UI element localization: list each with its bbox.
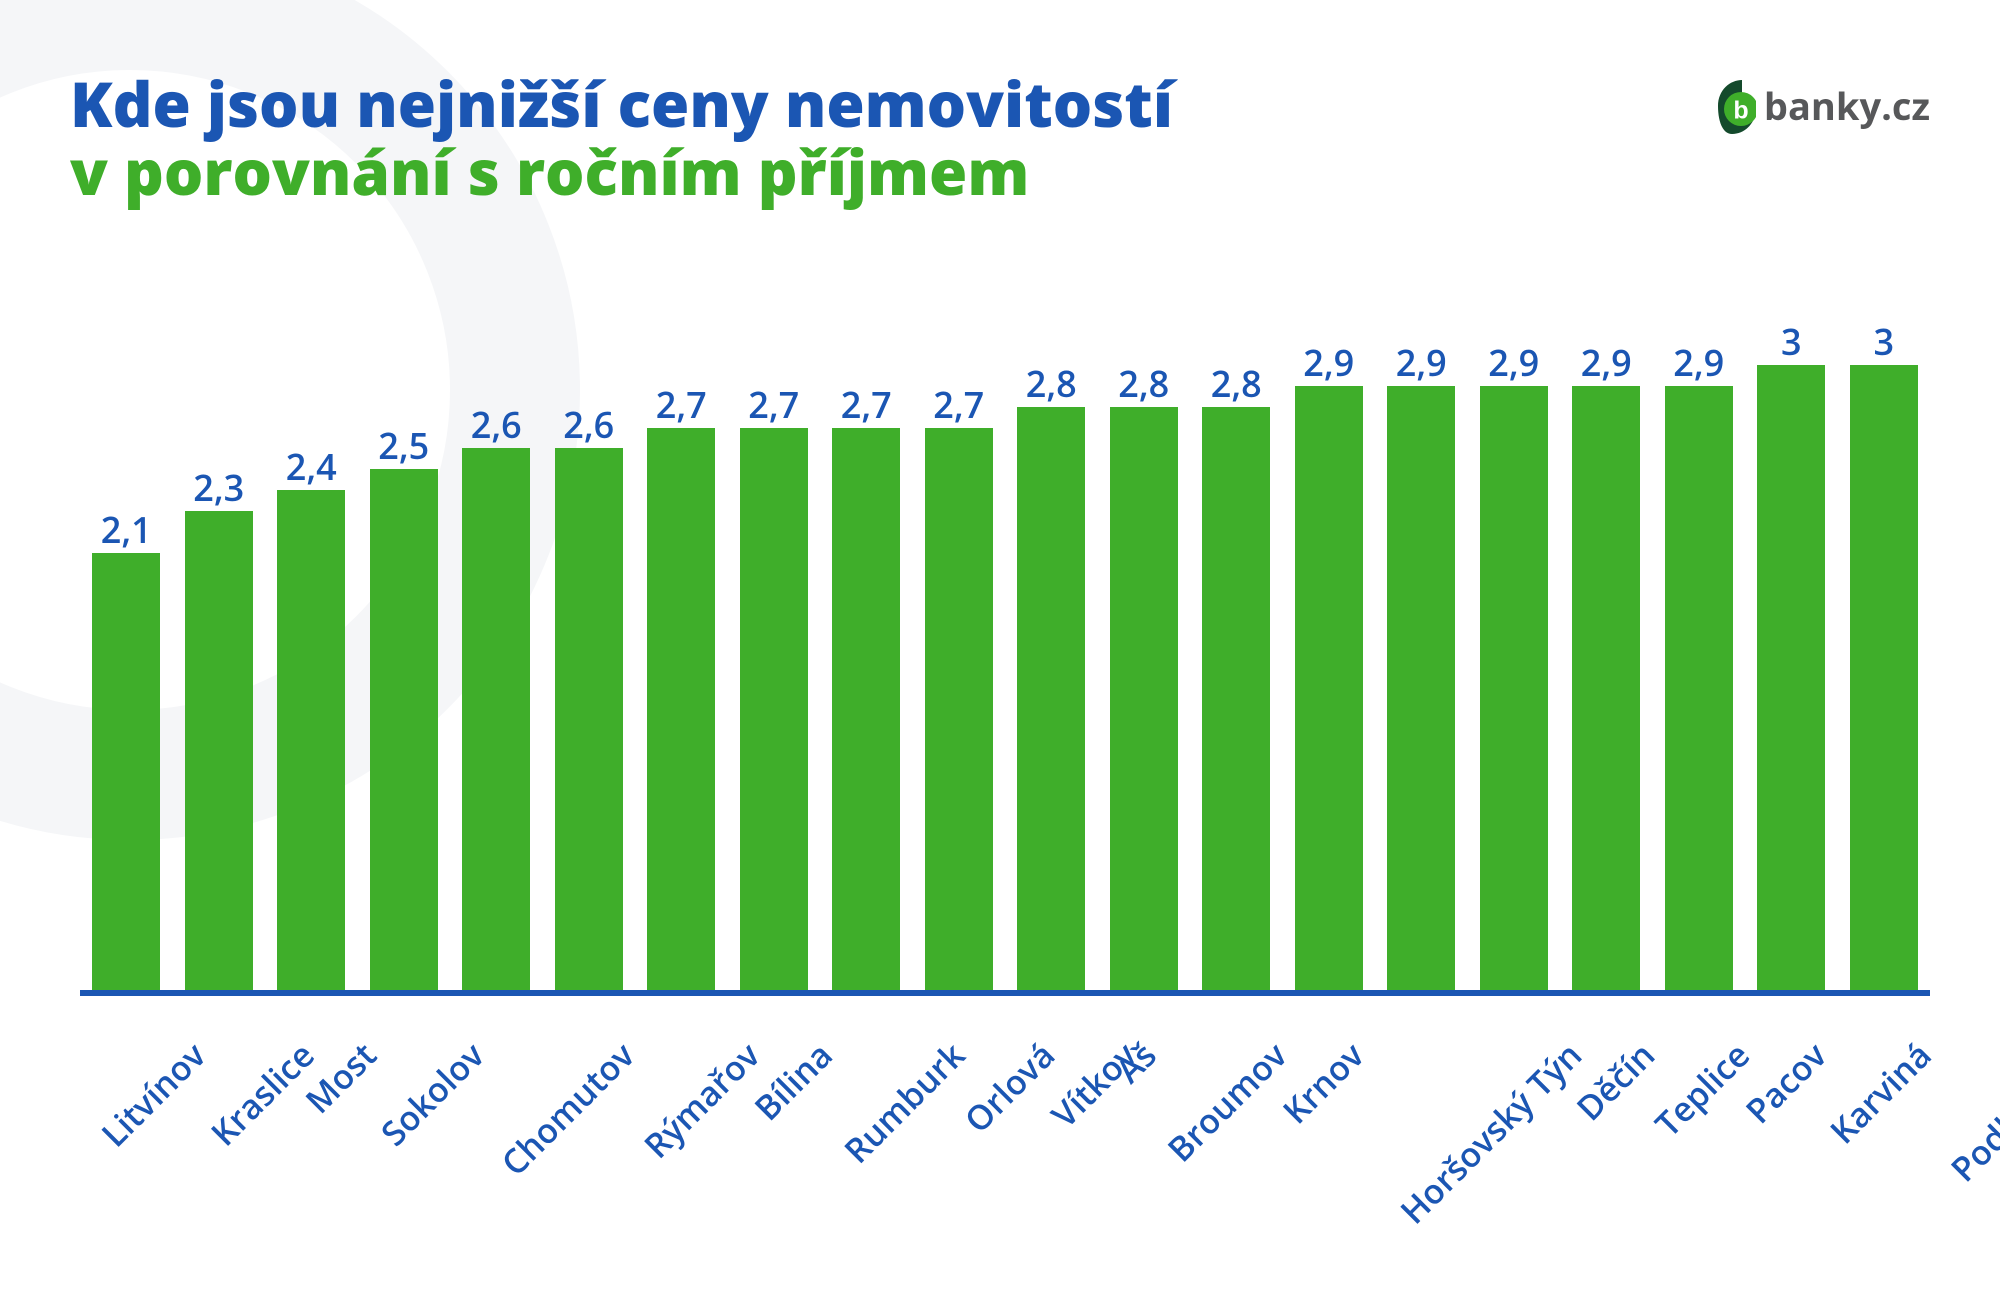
x-label-cell: Bílina (744, 1010, 816, 1260)
x-axis-line (80, 990, 1930, 996)
bar-value-label: 2,7 (748, 380, 799, 429)
bar-1: 2,3 (173, 511, 266, 990)
bar-value-label: 2,6 (563, 400, 614, 449)
bar-rect (92, 553, 160, 991)
bar-value-label: 2,5 (378, 421, 429, 470)
bar-0: 2,1 (80, 553, 173, 991)
bar-rect (1387, 386, 1455, 990)
bar-14: 2,9 (1375, 386, 1468, 990)
bar-7: 2,7 (728, 428, 821, 991)
bar-rect (277, 490, 345, 990)
logo-text: banky.cz (1764, 80, 1930, 132)
bar-rect (647, 428, 715, 991)
x-label: Podbořany (1941, 1032, 2000, 1191)
bar-rect (370, 469, 438, 990)
bar-9: 2,7 (913, 428, 1006, 991)
bar-17: 2,9 (1653, 386, 1746, 990)
x-label-cell: Rýmařov (618, 1010, 744, 1260)
bar-2: 2,4 (265, 490, 358, 990)
header: Kde jsou nejnižší ceny nemovitostí v por… (70, 70, 1930, 206)
bar-rect (1017, 407, 1085, 990)
x-label-cell: Děčín (1566, 1010, 1638, 1260)
bar-chart: 2,12,32,42,52,62,62,72,72,72,72,82,82,82… (80, 305, 1930, 1262)
x-label-cell: Sokolov (360, 1010, 468, 1260)
bar-16: 2,9 (1560, 386, 1653, 990)
x-label-cell: Litvínov (80, 1010, 190, 1260)
bar-value-label: 2,8 (1118, 359, 1169, 408)
bar-12: 2,8 (1190, 407, 1283, 990)
x-label-cell: Karviná (1810, 1010, 1915, 1260)
bar-15: 2,9 (1468, 386, 1561, 990)
x-label-cell: Aš (1121, 1010, 1140, 1260)
bar-value-label: 2,1 (101, 505, 152, 554)
bar-value-label: 2,4 (286, 442, 337, 491)
bar-rect (462, 448, 530, 990)
x-label-cell: Teplice (1638, 1010, 1733, 1260)
bar-value-label: 2,7 (656, 380, 707, 429)
bar-value-label: 2,8 (1026, 359, 1077, 408)
x-label-cell: Vítkov (1038, 1010, 1121, 1260)
bar-value-label: 2,6 (471, 400, 522, 449)
bar-value-label: 2,9 (1396, 338, 1447, 387)
bar-13: 2,9 (1283, 386, 1376, 990)
x-label-cell: Kraslice (190, 1010, 298, 1260)
bar-value-label: 2,7 (933, 380, 984, 429)
x-label-cell: Podbořany (1915, 1010, 2000, 1260)
bar-5: 2,6 (543, 448, 636, 990)
bar-value-label: 2,3 (193, 463, 244, 512)
bar-rect (1480, 386, 1548, 990)
bar-value-label: 2,9 (1303, 338, 1354, 387)
bar-rect (1572, 386, 1640, 990)
bar-rect (925, 428, 993, 991)
x-label-cell: Chomutov (468, 1010, 618, 1260)
x-label: Horšovský Týn (1390, 1032, 1591, 1233)
bar-rect (1757, 365, 1825, 990)
x-label-cell: Orlová (949, 1010, 1039, 1260)
bar-value-label: 2,8 (1211, 359, 1262, 408)
x-label-cell: Rumburk (816, 1010, 949, 1260)
bar-value-label: 2,9 (1581, 338, 1632, 387)
bar-rect (740, 428, 808, 991)
logo-icon: b (1712, 76, 1756, 136)
bar-rect (1295, 386, 1363, 990)
bar-value-label: 2,9 (1673, 338, 1724, 387)
chart-container: Kde jsou nejnižší ceny nemovitostí v por… (0, 0, 2000, 1312)
bar-rect (1850, 365, 1918, 990)
bar-4: 2,6 (450, 448, 543, 990)
bar-18: 3 (1745, 365, 1838, 990)
brand-logo: b banky.cz (1712, 76, 1930, 136)
bar-10: 2,8 (1005, 407, 1098, 990)
bar-8: 2,7 (820, 428, 913, 991)
bar-rect (185, 511, 253, 990)
bar-rect (555, 448, 623, 990)
bar-rect (1665, 386, 1733, 990)
bar-rect (1110, 407, 1178, 990)
title-line-2: v porovnání s ročním příjmem (70, 138, 1173, 206)
x-label-cell: Broumov (1140, 1010, 1271, 1260)
bar-11: 2,8 (1098, 407, 1191, 990)
x-labels-row: LitvínovKrasliceMostSokolovChomutovRýmař… (80, 1010, 1930, 1260)
bar-value-label: 2,9 (1488, 338, 1539, 387)
x-label-cell: Horšovský Týn (1347, 1010, 1566, 1260)
bar-6: 2,7 (635, 428, 728, 991)
svg-text:b: b (1733, 97, 1748, 125)
bar-19: 3 (1838, 365, 1931, 990)
bar-3: 2,5 (358, 469, 451, 990)
title-line-1: Kde jsou nejnižší ceny nemovitostí (70, 70, 1173, 138)
x-label-cell: Pacov (1734, 1010, 1810, 1260)
bar-value-label: 3 (1873, 317, 1894, 366)
bar-value-label: 3 (1781, 317, 1802, 366)
bar-value-label: 2,7 (841, 380, 892, 429)
title-block: Kde jsou nejnižší ceny nemovitostí v por… (70, 70, 1173, 206)
bar-rect (1202, 407, 1270, 990)
bars-row: 2,12,32,42,52,62,62,72,72,72,72,82,82,82… (80, 305, 1930, 990)
bar-rect (832, 428, 900, 991)
x-label-cell: Krnov (1271, 1010, 1348, 1260)
